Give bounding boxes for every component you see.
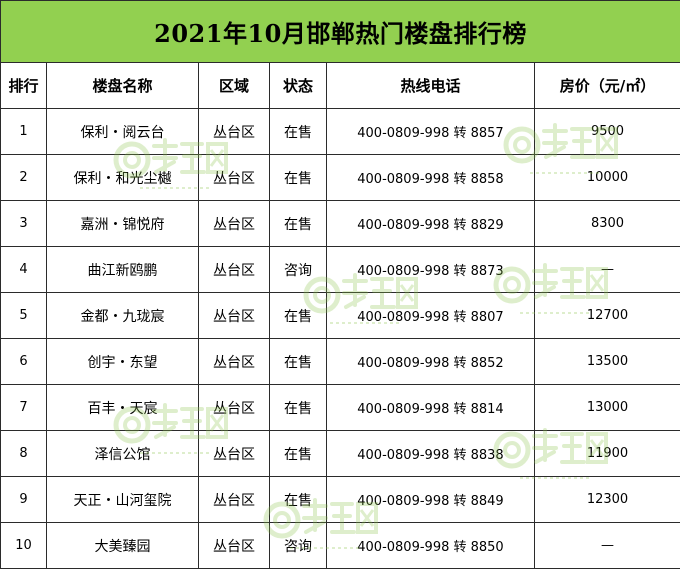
cell-status: 在售 bbox=[270, 201, 327, 247]
cell-name: 大美臻园 bbox=[47, 523, 199, 569]
cell-name: 百丰・天宸 bbox=[47, 385, 199, 431]
cell-status: 咨询 bbox=[270, 247, 327, 293]
cell-name: 金都・九珑宸 bbox=[47, 293, 199, 339]
cell-rank: 3 bbox=[1, 201, 47, 247]
cell-phone: 400-0809-998 转 8852 bbox=[327, 339, 535, 385]
cell-price: — bbox=[535, 523, 680, 569]
cell-status: 在售 bbox=[270, 109, 327, 155]
col-header-district: 区域 bbox=[199, 63, 270, 109]
col-header-name: 楼盘名称 bbox=[47, 63, 199, 109]
cell-price: 13500 bbox=[535, 339, 680, 385]
cell-district: 丛台区 bbox=[199, 523, 270, 569]
col-header-rank: 排行 bbox=[1, 63, 47, 109]
cell-rank: 9 bbox=[1, 477, 47, 523]
table-title: 2021年10月邯郸热门楼盘排行榜 bbox=[1, 1, 680, 63]
cell-status: 在售 bbox=[270, 155, 327, 201]
cell-district: 丛台区 bbox=[199, 477, 270, 523]
cell-name: 保利・阅云台 bbox=[47, 109, 199, 155]
cell-price: 12700 bbox=[535, 293, 680, 339]
cell-name: 创宇・东望 bbox=[47, 339, 199, 385]
cell-phone: 400-0809-998 转 8857 bbox=[327, 109, 535, 155]
cell-phone: 400-0809-998 转 8814 bbox=[327, 385, 535, 431]
cell-district: 丛台区 bbox=[199, 201, 270, 247]
cell-name: 嘉洲・锦悦府 bbox=[47, 201, 199, 247]
cell-district: 丛台区 bbox=[199, 247, 270, 293]
header-row: 排行 楼盘名称 区域 状态 热线电话 房价（元/㎡） bbox=[1, 63, 680, 109]
cell-rank: 7 bbox=[1, 385, 47, 431]
cell-phone: 400-0809-998 转 8838 bbox=[327, 431, 535, 477]
cell-district: 丛台区 bbox=[199, 293, 270, 339]
cell-district: 丛台区 bbox=[199, 109, 270, 155]
cell-rank: 4 bbox=[1, 247, 47, 293]
cell-rank: 6 bbox=[1, 339, 47, 385]
cell-price: 8300 bbox=[535, 201, 680, 247]
cell-rank: 5 bbox=[1, 293, 47, 339]
cell-price: 12300 bbox=[535, 477, 680, 523]
cell-price: — bbox=[535, 247, 680, 293]
cell-phone: 400-0809-998 转 8850 bbox=[327, 523, 535, 569]
cell-rank: 10 bbox=[1, 523, 47, 569]
cell-name: 天正・山河玺院 bbox=[47, 477, 199, 523]
cell-price: 11900 bbox=[535, 431, 680, 477]
cell-status: 在售 bbox=[270, 339, 327, 385]
cell-price: 13000 bbox=[535, 385, 680, 431]
cell-status: 在售 bbox=[270, 293, 327, 339]
cell-district: 丛台区 bbox=[199, 339, 270, 385]
cell-status: 在售 bbox=[270, 385, 327, 431]
col-header-phone: 热线电话 bbox=[327, 63, 535, 109]
cell-phone: 400-0809-998 转 8849 bbox=[327, 477, 535, 523]
cell-status: 咨询 bbox=[270, 523, 327, 569]
cell-phone: 400-0809-998 转 8873 bbox=[327, 247, 535, 293]
cell-name: 泽信公馆 bbox=[47, 431, 199, 477]
cell-phone: 400-0809-998 转 8829 bbox=[327, 201, 535, 247]
cell-name: 曲江新鸥鹏 bbox=[47, 247, 199, 293]
col-header-status: 状态 bbox=[270, 63, 327, 109]
cell-price: 9500 bbox=[535, 109, 680, 155]
cell-phone: 400-0809-998 转 8858 bbox=[327, 155, 535, 201]
cell-rank: 8 bbox=[1, 431, 47, 477]
cell-phone: 400-0809-998 转 8807 bbox=[327, 293, 535, 339]
cell-district: 丛台区 bbox=[199, 155, 270, 201]
cell-district: 丛台区 bbox=[199, 385, 270, 431]
cell-status: 在售 bbox=[270, 431, 327, 477]
col-header-price: 房价（元/㎡） bbox=[535, 63, 680, 109]
cell-rank: 2 bbox=[1, 155, 47, 201]
cell-price: 10000 bbox=[535, 155, 680, 201]
cell-district: 丛台区 bbox=[199, 431, 270, 477]
cell-name: 保利・和光尘樾 bbox=[47, 155, 199, 201]
cell-rank: 1 bbox=[1, 109, 47, 155]
cell-status: 在售 bbox=[270, 477, 327, 523]
